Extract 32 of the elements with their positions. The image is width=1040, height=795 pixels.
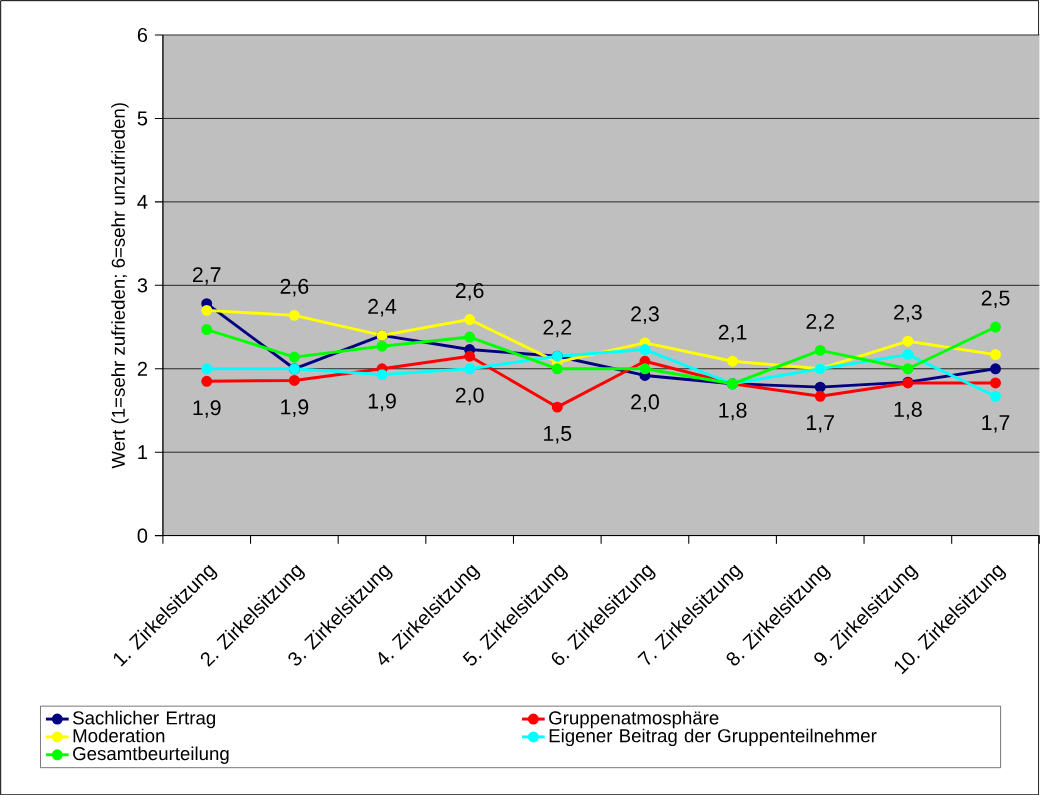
annotation: 1,7 bbox=[807, 414, 834, 433]
annotation: 2,2 bbox=[543, 319, 572, 338]
annotation: 2,4 bbox=[368, 298, 397, 317]
annotation: 2,6 bbox=[455, 282, 484, 301]
legend-label: Sachlicher Ertrag bbox=[73, 710, 216, 728]
annotation: 1,9 bbox=[368, 393, 396, 411]
y-axis-title: Wert (1=sehr zufrieden; 6=sehr unzufrieden) bbox=[111, 102, 129, 469]
annotation: 2,2 bbox=[806, 313, 834, 332]
annotation: 1,8 bbox=[894, 401, 922, 420]
legend-label: Moderation bbox=[73, 728, 165, 743]
annotation: 2,1 bbox=[718, 324, 747, 343]
y-tick-label: 0 bbox=[137, 528, 148, 543]
y-tick-label: 1 bbox=[138, 445, 147, 459]
annotation: 1,9 bbox=[281, 399, 309, 417]
annotation: 2,3 bbox=[894, 304, 922, 323]
annotation: 2,5 bbox=[981, 290, 1010, 308]
legend-label: Gruppenatmosphäre bbox=[549, 710, 719, 728]
annotation: 1,5 bbox=[544, 425, 572, 444]
annotation: 2,0 bbox=[631, 394, 659, 412]
y-tick-label: 6 bbox=[137, 27, 148, 42]
y-tick-label: 4 bbox=[137, 194, 148, 209]
legend-label: Gesamtbeurteilung bbox=[73, 746, 229, 764]
annotation: 1,9 bbox=[193, 399, 221, 418]
y-tick-label: 2 bbox=[137, 361, 147, 376]
annotation: 2,3 bbox=[631, 306, 659, 324]
y-tick-label: 5 bbox=[137, 111, 148, 126]
annotation: 1,7 bbox=[982, 414, 1010, 433]
annotation: 2,0 bbox=[455, 387, 484, 406]
annotation: 1,8 bbox=[719, 402, 747, 421]
y-tick-label: 3 bbox=[137, 278, 148, 293]
legend-label: Eigener Beitrag der Gruppenteilnehmer bbox=[549, 728, 877, 746]
annotation: 2,7 bbox=[192, 266, 221, 285]
